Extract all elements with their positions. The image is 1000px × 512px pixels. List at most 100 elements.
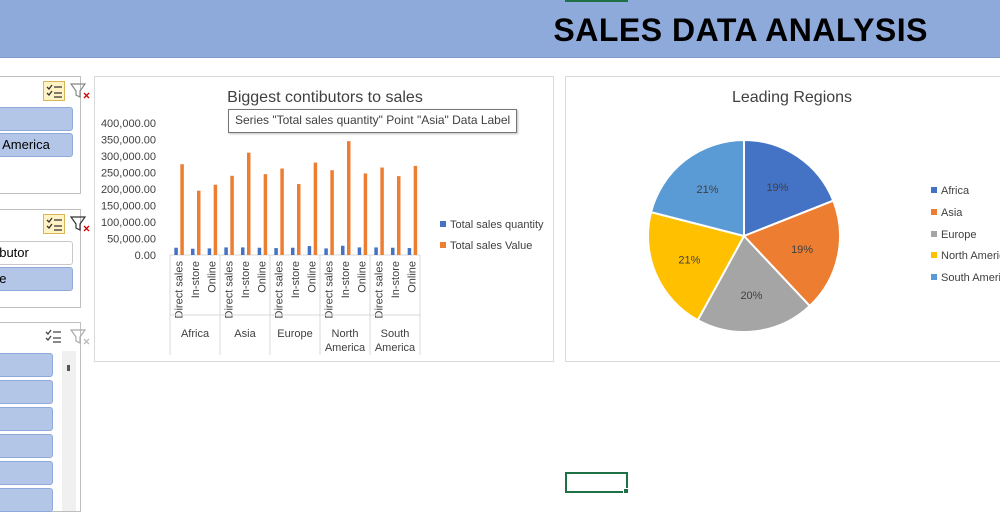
pie-data-label: 20% (740, 290, 762, 302)
legend-asia: Asia (931, 207, 962, 219)
group-label: America (375, 342, 416, 354)
x-tick-label: Online (207, 261, 219, 293)
legend-total-sales-value: Total sales Value (440, 240, 532, 252)
group-label: North (332, 328, 359, 340)
legend-swatch (440, 242, 446, 249)
active-cell[interactable] (565, 472, 628, 493)
y-tick-label: 350,000.00 (101, 135, 156, 147)
bar (297, 184, 301, 255)
slicer-item[interactable] (0, 488, 53, 512)
legend-europe: Europe (931, 229, 976, 241)
group-label: Africa (181, 328, 210, 340)
clear-filter-icon[interactable] (69, 81, 91, 101)
multi-select-icon[interactable] (43, 81, 65, 101)
x-tick-label: In-store (190, 261, 202, 298)
bar (263, 174, 268, 255)
slicer-item[interactable] (0, 461, 53, 485)
slicer-item[interactable] (0, 434, 53, 458)
bar (191, 248, 195, 255)
slicer-item-online[interactable]: ne (0, 267, 73, 291)
fill-handle[interactable] (623, 488, 629, 494)
group-label: Asia (234, 328, 256, 340)
multi-select-icon[interactable] (43, 214, 65, 234)
pie-chart-title: Leading Regions (731, 89, 853, 106)
slicer-item[interactable] (0, 407, 53, 431)
bar (230, 175, 234, 255)
x-tick-label: Online (257, 261, 269, 293)
y-tick-label: 250,000.00 (101, 168, 156, 180)
legend-label: North Americ (941, 250, 1000, 262)
x-tick-label: Online (407, 261, 419, 293)
legend-label: Asia (941, 207, 963, 219)
slicer-scrollbar[interactable] (62, 351, 76, 511)
slicer-item[interactable] (0, 380, 53, 404)
pie-slice (647, 210, 746, 322)
legend-swatch (931, 274, 937, 281)
x-tick-label: Direct sales (173, 261, 185, 319)
slicer-item-north-america[interactable]: h America (0, 133, 73, 157)
page-title: SALES DATA ANALYSIS (553, 12, 928, 48)
y-tick-label: 150,000.00 (101, 201, 156, 213)
bar (397, 176, 401, 255)
slicer-header (0, 323, 90, 351)
bar (380, 167, 384, 255)
x-tick-label: In-store (240, 261, 252, 298)
pie-data-label: 21% (678, 255, 700, 267)
clear-filter-icon[interactable] (69, 214, 91, 234)
x-tick-label: Direct sales (323, 261, 335, 319)
legend-north-america: North Americ (931, 250, 1000, 262)
scrollbar-thumb[interactable] (67, 365, 70, 371)
group-label: South (381, 328, 410, 340)
bar (330, 170, 334, 255)
legend-total-sales-quantity: Total sales quantity (440, 219, 544, 231)
pie-data-label: 19% (766, 182, 788, 194)
bar (413, 165, 418, 255)
bar-chart[interactable]: 400,000.00 350,000.00 300,000.00 250,000.00… (95, 77, 553, 361)
legend-label: South Americ (941, 272, 1000, 284)
legend-swatch (931, 187, 937, 194)
multi-select-icon[interactable] (43, 327, 65, 347)
clear-filter-icon[interactable] (69, 327, 91, 347)
y-tick-label: 400,000.00 (101, 118, 156, 130)
bar (241, 247, 245, 255)
pie-data-label: 19% (791, 244, 813, 256)
channel-slicer[interactable] (0, 322, 90, 512)
slicer-item-region-1[interactable] (0, 107, 73, 131)
bar (324, 248, 328, 255)
bar (374, 247, 378, 255)
slicer-item[interactable] (0, 353, 53, 377)
bar (347, 141, 351, 255)
pie-chart[interactable]: 19% 19% 20% 21% 21% (566, 77, 1000, 361)
bar (280, 168, 284, 255)
legend-label: Europe (941, 229, 977, 241)
region-slicer[interactable]: h America (0, 76, 90, 194)
pie-slice (743, 138, 835, 238)
distributor-slicer[interactable]: ributor ne (0, 209, 90, 308)
bar-chart-title: Biggest contibutors to sales (227, 89, 423, 106)
slicer-item-distributor[interactable]: ributor (0, 241, 73, 265)
legend-swatch (931, 252, 937, 259)
bar (291, 247, 295, 255)
legend-south-america: South Americ (931, 272, 1000, 284)
data-label-tooltip: Series "Total sales quantity" Point "Asi… (228, 109, 518, 133)
x-tick-label: Direct sales (273, 261, 285, 319)
slicer-header (0, 77, 90, 105)
bar (274, 248, 278, 255)
y-tick-label: 100,000.00 (101, 217, 156, 229)
bar (197, 190, 201, 255)
group-label: Europe (277, 328, 312, 340)
legend-africa: Africa (931, 185, 969, 197)
bar (180, 164, 184, 255)
pie-slice (742, 199, 841, 308)
x-tick-label: In-store (390, 261, 402, 298)
y-tick-label: 200,000.00 (101, 184, 156, 196)
pie-chart-panel[interactable]: Leading Regions 19% 19% 20% 21% 21% Africa A… (565, 76, 1000, 362)
title-banner (0, 0, 1000, 57)
bar (407, 248, 412, 255)
group-label: America (325, 342, 366, 354)
bar (341, 245, 345, 255)
x-tick-label: In-store (340, 261, 352, 298)
y-tick-label: 300,000.00 (101, 151, 156, 163)
x-tick-label: Online (357, 261, 369, 293)
x-tick-label: Direct sales (223, 261, 235, 319)
